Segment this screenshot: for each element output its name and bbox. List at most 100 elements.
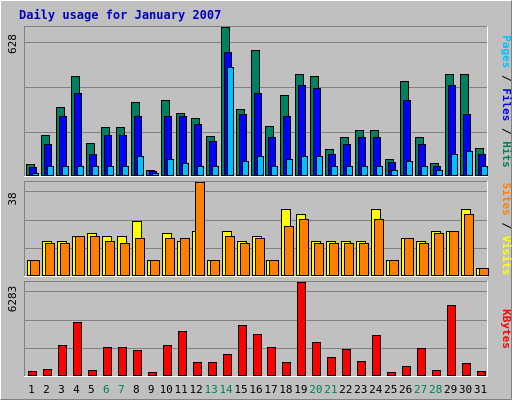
- bar-pages-day-20: [316, 156, 323, 176]
- bar-sites-day-13: [210, 260, 220, 276]
- x-tick-label: 13: [204, 383, 217, 396]
- bar-sites-day-20: [314, 243, 324, 276]
- bar-sites-day-26: [404, 238, 414, 276]
- series-sites: [30, 182, 489, 276]
- bar-kbytes-day-13: [208, 362, 217, 376]
- x-tick-label: 24: [369, 383, 383, 396]
- bar-pages-day-3: [62, 166, 69, 176]
- x-tick-label: 28: [429, 383, 442, 396]
- x-tick-label: 23: [354, 383, 367, 396]
- x-tick-label: 29: [444, 383, 457, 396]
- panel-bot: 6283 KBytes: [6, 281, 512, 377]
- x-tick-label: 8: [133, 383, 140, 396]
- bar-pages-day-12: [197, 166, 204, 176]
- bar-kbytes-day-24: [372, 335, 381, 376]
- bar-pages-day-4: [77, 166, 84, 176]
- bar-kbytes-day-9: [148, 372, 157, 376]
- bar-kbytes-day-2: [43, 369, 52, 376]
- bar-kbytes-day-22: [342, 349, 351, 376]
- bar-pages-day-11: [182, 163, 189, 176]
- x-tick-label: 18: [279, 383, 292, 396]
- x-tick-label: 19: [294, 383, 307, 396]
- x-tick-label: 6: [103, 383, 110, 396]
- bar-sites-day-24: [374, 219, 384, 276]
- bar-kbytes-day-21: [327, 357, 336, 376]
- legend-entry: Files: [500, 88, 512, 121]
- legend-entry: /: [500, 68, 512, 88]
- x-tick-label: 15: [234, 383, 247, 396]
- bar-sites-day-7: [120, 243, 130, 276]
- bar-sites-day-4: [75, 236, 85, 276]
- bar-files-day-4: [74, 93, 82, 176]
- bar-pages-day-14: [227, 67, 234, 176]
- panel-legend: Sites / Visits: [500, 183, 512, 276]
- panel-max-label: 628: [6, 34, 19, 54]
- chart-panels: 628 Pages / Files / Hits 38 Sites / Visits 6…: [6, 26, 512, 377]
- bar-pages-day-29: [451, 154, 458, 176]
- x-tick-label: 16: [249, 383, 262, 396]
- chart-title: Daily usage for January 2007: [19, 8, 221, 22]
- x-tick-label: 17: [264, 383, 277, 396]
- bar-kbytes-day-26: [402, 366, 411, 376]
- x-tick-label: 2: [43, 383, 50, 396]
- bar-pages-day-9: [152, 173, 159, 176]
- bar-sites-day-14: [225, 236, 235, 276]
- bar-pages-day-24: [376, 166, 383, 176]
- x-tick-label: 10: [160, 383, 173, 396]
- bar-kbytes-day-17: [267, 347, 276, 376]
- bar-pages-day-19: [301, 156, 308, 176]
- bar-kbytes-day-28: [432, 370, 441, 376]
- legend-entry: KBytes: [500, 309, 512, 349]
- bar-kbytes-day-16: [253, 334, 262, 376]
- bar-pages-day-1: [32, 173, 39, 176]
- legend-entry: /: [500, 121, 512, 141]
- bar-kbytes-day-31: [477, 371, 486, 376]
- bar-pages-day-13: [212, 166, 219, 176]
- bar-pages-day-23: [361, 166, 368, 176]
- bar-kbytes-day-15: [238, 325, 247, 376]
- x-tick-label: 5: [88, 383, 95, 396]
- legend-entry: Pages: [500, 35, 512, 68]
- panel-top: 628 Pages / Files / Hits: [6, 26, 512, 177]
- x-tick-label: 9: [148, 383, 155, 396]
- bar-pages-day-27: [421, 166, 428, 176]
- bar-sites-day-27: [419, 243, 429, 276]
- x-tick-label: 21: [324, 383, 337, 396]
- bar-sites-day-30: [464, 214, 474, 276]
- bar-pages-day-31: [481, 166, 488, 176]
- bar-sites-day-8: [135, 238, 145, 276]
- x-tick-label: 20: [309, 383, 322, 396]
- bar-sites-day-10: [165, 238, 175, 276]
- bar-pages-day-17: [271, 166, 278, 176]
- bar-kbytes-day-11: [178, 331, 187, 376]
- x-tick-label: 27: [414, 383, 427, 396]
- bar-kbytes-day-6: [103, 347, 112, 376]
- bar-kbytes-day-1: [28, 371, 37, 376]
- bar-pages-day-25: [391, 170, 398, 176]
- x-tick-label: 11: [175, 383, 188, 396]
- bar-pages-day-22: [346, 166, 353, 176]
- bar-sites-day-28: [434, 233, 444, 276]
- bar-sites-day-2: [45, 243, 55, 276]
- bar-kbytes-day-23: [357, 361, 366, 376]
- x-tick-label: 12: [190, 383, 203, 396]
- x-axis-day-labels: 1 2 3 4 5 6 7 8 9 10 11 12 13 14 15 16 17 18 19 20 21 22 23 24 2…: [28, 383, 487, 396]
- x-tick-label: 26: [399, 383, 412, 396]
- series-pages: [32, 67, 488, 176]
- bar-pages-day-8: [137, 156, 144, 176]
- bar-kbytes-day-19: [297, 282, 306, 376]
- bar-sites-day-15: [240, 243, 250, 276]
- x-tick-label: 1: [28, 383, 35, 396]
- bar-kbytes-day-7: [118, 347, 127, 376]
- bar-kbytes-day-3: [58, 345, 67, 376]
- bar-kbytes-day-14: [223, 354, 232, 376]
- bar-pages-day-10: [167, 159, 174, 176]
- bar-kbytes-day-30: [462, 363, 471, 376]
- bar-sites-day-25: [389, 260, 399, 276]
- bar-sites-day-3: [60, 243, 70, 276]
- panel-max-label: 38: [6, 192, 19, 205]
- bar-kbytes-day-18: [282, 362, 291, 376]
- bar-kbytes-day-27: [417, 348, 426, 376]
- bar-pages-day-15: [242, 161, 249, 176]
